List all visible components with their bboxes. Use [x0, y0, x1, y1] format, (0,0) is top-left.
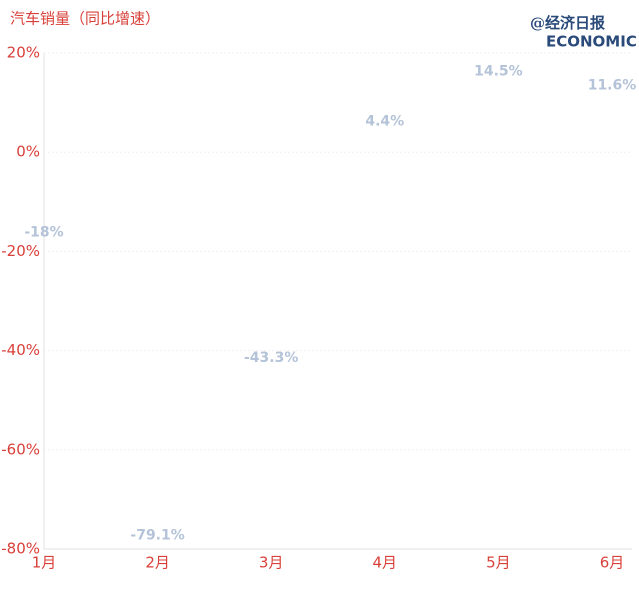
data-label: -18% [24, 224, 63, 240]
data-label: 11.6% [588, 78, 637, 94]
x-tick-label: 2月 [145, 554, 170, 572]
data-label: -43.3% [244, 350, 298, 366]
y-tick-label: 0% [16, 143, 40, 161]
y-tick-label: -80% [1, 540, 40, 558]
logo: @经济日报 [530, 14, 605, 32]
x-tick-label: 6月 [600, 554, 625, 572]
logo-subtitle: ECONOMIC DAILY [546, 33, 639, 51]
data-label: 4.4% [365, 113, 404, 129]
x-tick-label: 5月 [486, 554, 511, 572]
data-label: -79.1% [130, 528, 184, 544]
y-tick-label: -40% [1, 341, 40, 359]
y-tick-label: -20% [1, 242, 40, 260]
x-tick-label: 1月 [32, 554, 57, 572]
x-tick-label: 4月 [373, 554, 398, 572]
x-tick-label: 3月 [259, 554, 284, 572]
chart-title: 汽车销量（同比增速） [10, 10, 160, 28]
y-tick-label: 20% [7, 44, 40, 62]
y-tick-label: -60% [1, 440, 40, 458]
data-label: 14.5% [474, 63, 523, 79]
